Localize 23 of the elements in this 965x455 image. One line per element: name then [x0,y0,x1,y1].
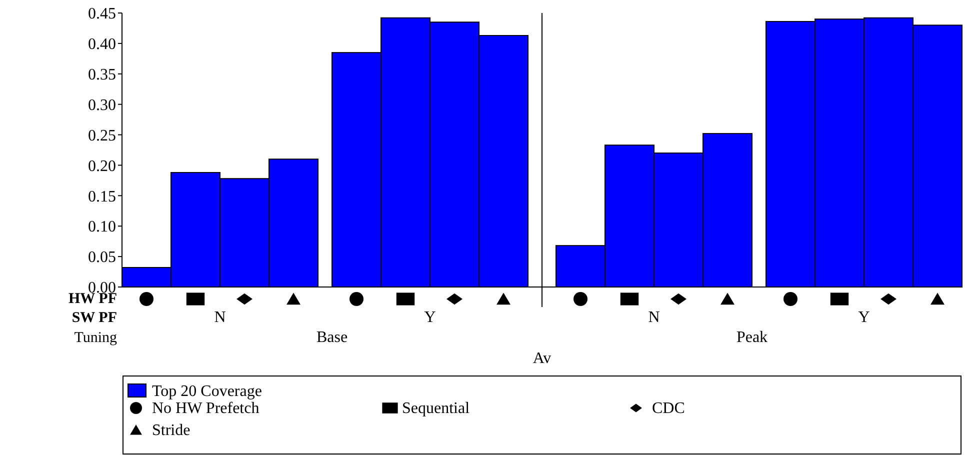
y-tick-label: 0.10 [88,218,116,236]
y-tick-label: 0.40 [88,36,116,54]
y-tick-label: 0.15 [88,188,116,206]
text: SW PF [72,310,117,326]
text: Sequential [402,400,470,417]
text: Base [316,329,348,346]
y-tick-label: 0.25 [88,127,116,144]
y-tick-label: 0.35 [88,66,116,84]
text: Stride [152,422,190,439]
text: Peak [736,329,768,346]
x-axis-title: Av [532,350,552,367]
y-tick-label: 0.20 [88,158,116,175]
text: Y [858,309,870,326]
text: N [648,309,660,326]
text: No HW Prefetch [152,400,260,417]
legend-label: Top 20 Coverage [152,383,262,400]
y-tick-label: 0.45 [88,6,116,23]
text: Y [424,309,436,326]
text: CDC [652,400,685,417]
text: N [214,309,226,326]
text: Tuning [74,330,118,346]
y-tick-label: 0.05 [88,249,116,266]
y-tick-label: 0.30 [88,96,116,114]
